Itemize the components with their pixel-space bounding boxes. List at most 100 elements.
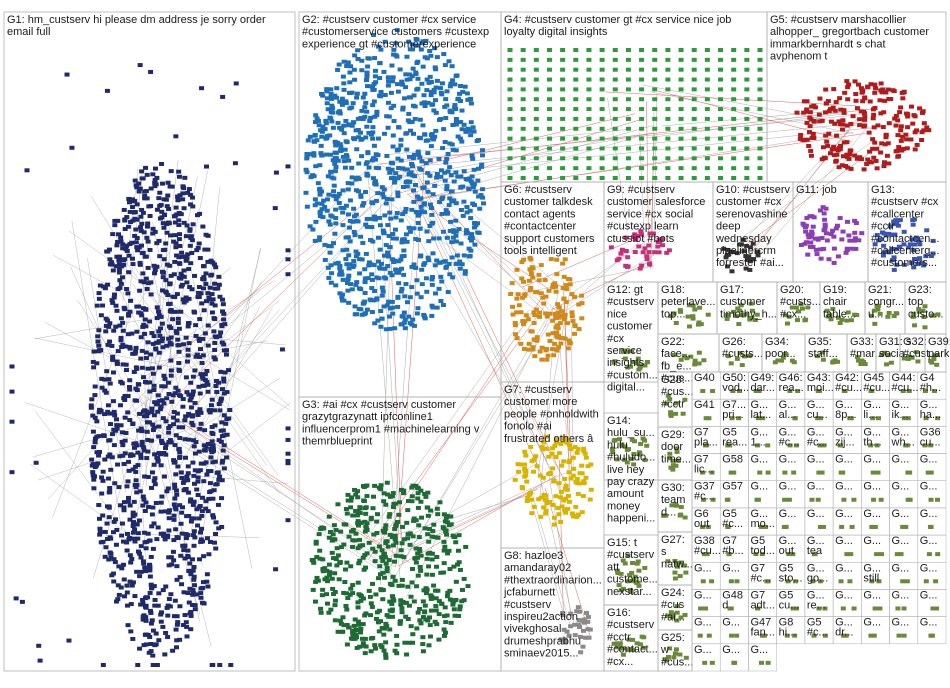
small-group-label: G... [892,535,910,547]
node-G1 [147,319,153,324]
node-G4 [560,107,566,112]
node-G1 [191,481,197,486]
node-G2 [442,104,448,109]
node-G1 [205,382,211,387]
node-G1 [130,351,136,356]
node-G1 [172,482,178,487]
node-G1 [205,233,211,238]
node-G11 [807,244,813,249]
group-label-g28: #cctr [661,398,685,410]
node-G23 [922,304,928,309]
node-G2 [311,153,317,158]
node-G1 [177,193,183,198]
node-G2 [364,70,370,75]
node-G2 [458,174,464,179]
node-G4 [586,146,592,151]
node-G7 [558,441,564,446]
node-G12 [642,363,648,368]
node-G5 [840,118,846,123]
node-G2 [305,138,311,143]
node-G4 [599,166,605,171]
node-G7 [564,487,570,492]
edge-line [399,206,548,462]
node-G5 [867,149,873,154]
small-group-label: #c... [807,436,828,448]
group-label-g6: tools intelligent [504,245,577,257]
node-G1 [217,474,223,479]
node-G4 [560,67,566,72]
node-G15 [625,553,631,558]
node-G2 [400,107,406,112]
node-G7 [520,486,526,491]
node-G3 [370,494,376,499]
node-G3 [428,596,434,601]
node-G1 [157,190,163,195]
node-G5 [900,96,906,101]
node-G9 [655,244,661,249]
node-G4 [625,126,631,131]
node-G5 [881,110,887,115]
node-G1 [96,434,102,439]
node-G1 [145,265,151,270]
node-G2 [357,130,363,135]
group-label-g23: top [908,296,923,308]
node-G3 [343,567,349,572]
node-G1-outlier [233,81,239,86]
node-G2 [453,201,459,206]
node-G1 [170,648,176,653]
node-G3 [329,576,335,581]
node-G2 [372,288,378,293]
node-G19 [852,312,858,317]
node-G4 [731,77,737,82]
node-G3 [363,526,369,531]
small-group-label: G5 [779,589,794,601]
node-G2 [409,119,415,124]
node-G1 [180,184,186,189]
node-G4 [625,166,631,171]
small-group-label: G... [835,426,853,438]
node-G2 [339,295,345,300]
node-G7 [572,445,578,450]
node-G4 [691,48,697,52]
node-small [922,443,928,448]
node-G7 [581,446,587,451]
node-G5 [895,133,901,138]
node-G1 [131,536,137,541]
node-G1 [143,254,149,259]
group-label-g25: w [660,644,669,656]
node-G35 [820,357,826,362]
node-G11 [852,218,858,223]
node-G1 [219,496,225,501]
node-G1 [181,342,187,347]
node-G4 [665,126,671,131]
node-G2 [419,282,425,287]
node-G4 [533,107,539,112]
node-G3 [333,528,339,533]
node-G1 [126,313,132,318]
node-G34 [780,355,786,360]
node-G1 [191,499,197,504]
node-small [923,579,929,584]
node-G2 [336,200,342,205]
node-G3 [379,548,385,553]
node-G1 [122,451,128,456]
node-G1-outlier [9,470,15,475]
node-G1 [176,368,182,373]
node-G1 [218,369,224,374]
node-G1-outlier [273,567,279,572]
node-G2 [369,286,375,291]
node-G1 [173,527,179,532]
node-small [928,633,934,638]
node-G1 [167,340,173,345]
node-G1 [90,413,96,418]
node-G1 [121,500,127,505]
node-G2 [457,266,463,271]
node-G4 [704,156,710,161]
node-G4 [691,97,697,102]
node-G3 [434,554,440,559]
node-G2 [337,109,343,114]
small-group-label: G... [694,617,712,629]
node-G2 [344,140,350,145]
node-G4 [560,146,566,151]
node-G2 [354,280,360,285]
